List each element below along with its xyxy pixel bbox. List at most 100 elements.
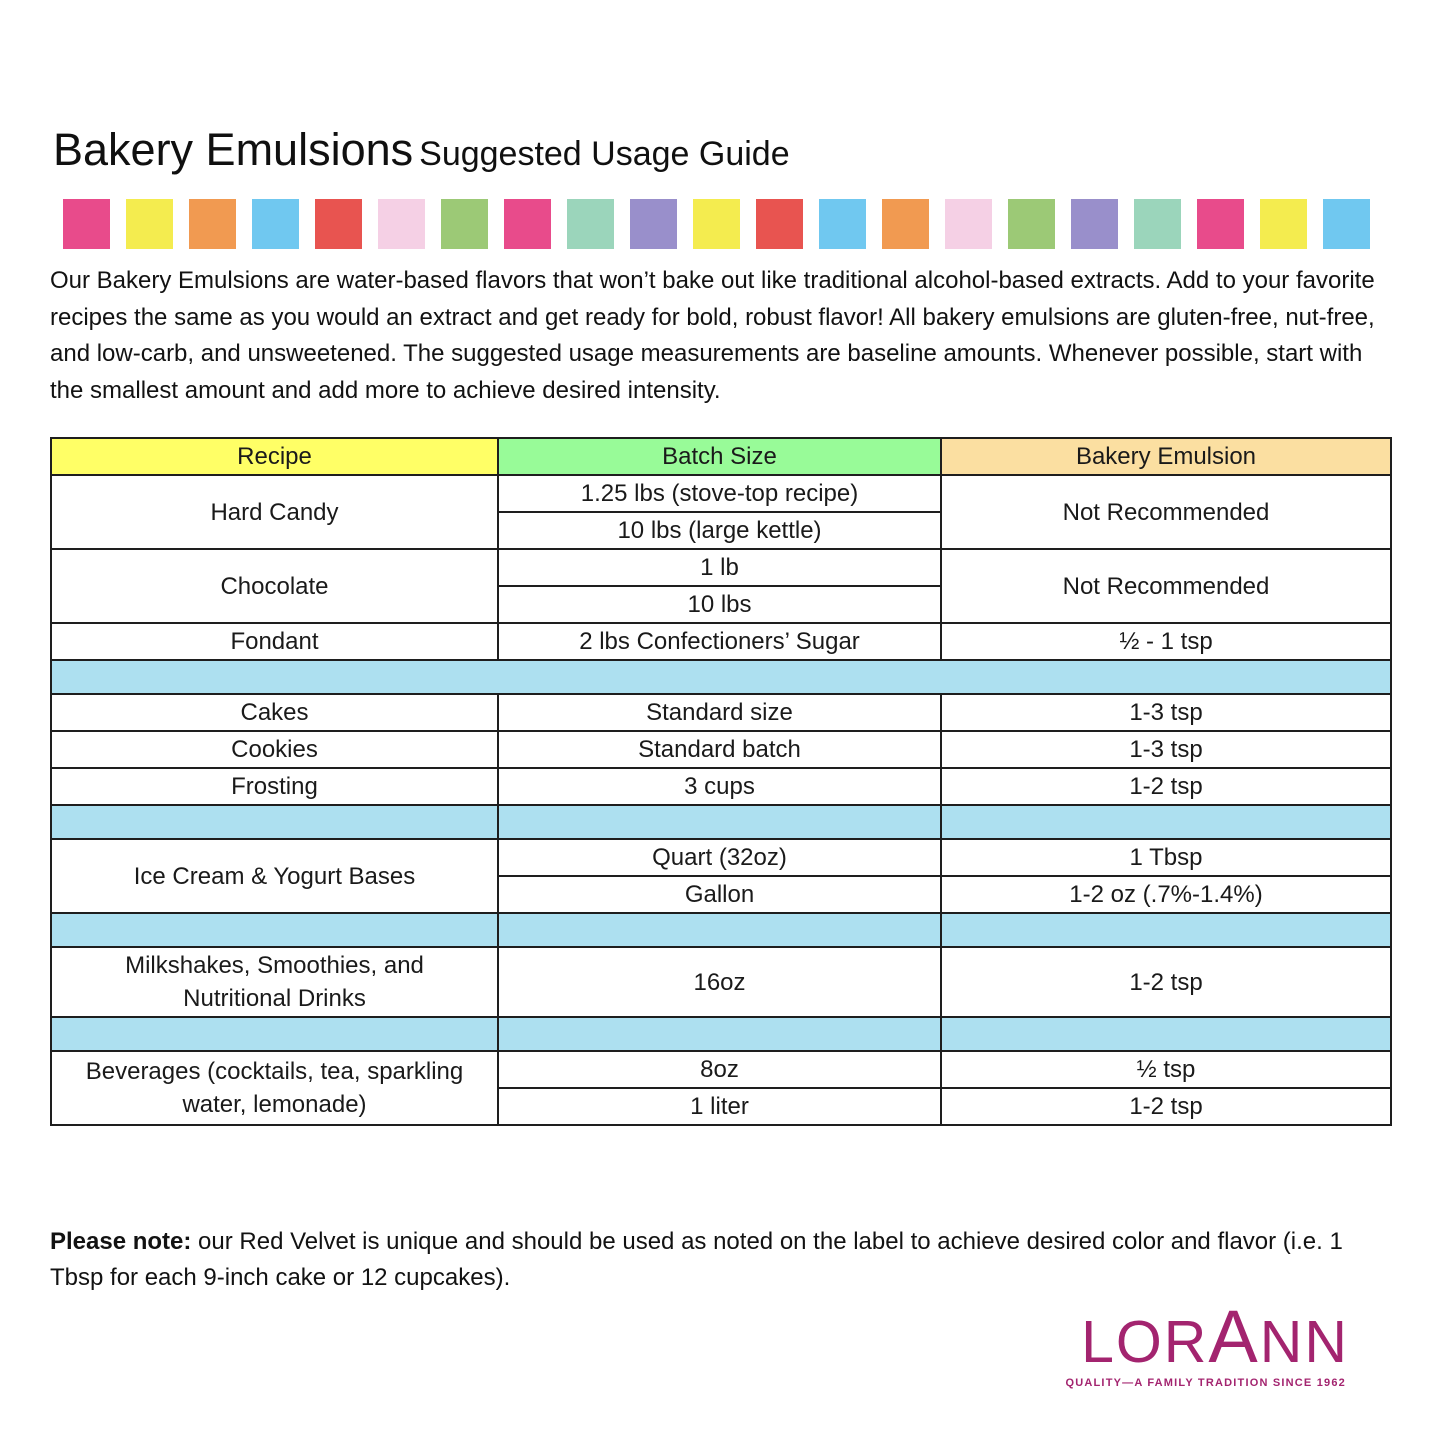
color-swatch (882, 199, 929, 249)
batch-size-cell: 1 lb (497, 548, 942, 587)
color-swatch (945, 199, 992, 249)
color-swatch (1134, 199, 1181, 249)
recipe-cell: Milkshakes, Smoothies, and Nutritional D… (50, 946, 499, 1018)
emulsion-cell-text: 1-2 oz (.7%-1.4%) (1069, 881, 1263, 908)
document-page: Bakery Emulsions Suggested Usage Guide Ou… (50, 122, 1395, 1390)
note: Please note: our Red Velvet is unique an… (50, 1224, 1395, 1296)
batch-size-cell: 1 liter (497, 1087, 942, 1126)
recipe-cell-text: Chocolate (220, 572, 329, 600)
color-swatch (1197, 199, 1244, 249)
batch-size-cell: Standard size (497, 693, 942, 732)
color-swatch (378, 199, 425, 249)
recipe-cell: Cookies (50, 730, 499, 769)
logo-segment: NN (1259, 1309, 1349, 1375)
batch-size-cell: 16oz (497, 946, 942, 1018)
emulsion-cell-text: Not Recommended (1062, 498, 1270, 526)
batch-size-cell-text: 16oz (693, 968, 746, 996)
separator-row (50, 659, 1392, 695)
title-subtitle: Suggested Usage Guide (419, 135, 790, 173)
emulsion-cell-text: ½ tsp (1136, 1056, 1196, 1083)
logo-wordmark: LORANN (50, 1300, 1349, 1375)
recipe-cell: Ice Cream & Yogurt Bases (50, 838, 499, 914)
batch-size-cell-text: 8oz (700, 1056, 739, 1083)
recipe-cell-text: Fondant (230, 628, 319, 655)
color-swatch (441, 199, 488, 249)
batch-size-cell: 2 lbs Confectioners’ Sugar (497, 622, 942, 661)
column-header-bakery-emulsion: Bakery Emulsion (940, 437, 1392, 476)
batch-size-cell-text: Standard size (646, 699, 793, 726)
intro-paragraph: Our Bakery Emulsions are water-based fla… (50, 267, 1375, 404)
emulsion-cell-text: 1-3 tsp (1129, 736, 1203, 763)
separator-cell (497, 912, 942, 948)
emulsion-cell: ½ tsp (940, 1050, 1392, 1089)
recipe-cell: Cakes (50, 693, 499, 732)
emulsion-cell: Not Recommended (940, 548, 1392, 624)
separator-cell (940, 1016, 1392, 1052)
emulsion-cell: Not Recommended (940, 474, 1392, 550)
separator-cell (940, 804, 1392, 840)
lorann-logo: LORANN QUALITY—A FAMILY TRADITION SINCE … (50, 1300, 1349, 1390)
separator-cell (50, 659, 1392, 695)
color-swatch (693, 199, 740, 249)
emulsion-cell-text: 1 Tbsp (1129, 844, 1203, 871)
recipe-cell-text: Hard Candy (210, 498, 339, 526)
emulsion-cell: 1-2 tsp (940, 767, 1392, 806)
separator-row (50, 1016, 1392, 1052)
color-swatch (504, 199, 551, 249)
emulsion-cell-text: Not Recommended (1062, 572, 1270, 600)
emulsion-cell: 1-3 tsp (940, 693, 1392, 732)
page-title: Bakery Emulsions Suggested Usage Guide (53, 122, 1395, 182)
color-swatch (1260, 199, 1307, 249)
recipe-cell-text: Beverages (cocktails, tea, sparkling wat… (85, 1058, 464, 1118)
recipe-cell-text: Ice Cream & Yogurt Bases (133, 862, 416, 890)
recipe-cell: Beverages (cocktails, tea, sparkling wat… (50, 1050, 499, 1126)
batch-size-cell: Standard batch (497, 730, 942, 769)
batch-size-cell-text: 3 cups (684, 773, 755, 800)
column-header-batch-size: Batch Size (497, 437, 942, 476)
emulsion-cell: ½ - 1 tsp (940, 622, 1392, 661)
emulsion-cell-text: 1-2 tsp (1129, 968, 1203, 996)
emulsion-cell: 1-3 tsp (940, 730, 1392, 769)
emulsion-cell-text: 1-2 tsp (1129, 773, 1203, 800)
batch-size-cell-text: Quart (32oz) (652, 844, 787, 871)
color-swatch (63, 199, 110, 249)
emulsion-cell-text: 1-3 tsp (1129, 699, 1203, 726)
recipe-cell: Chocolate (50, 548, 499, 624)
batch-size-cell: 1.25 lbs (stove-top recipe) (497, 474, 942, 513)
batch-size-cell-text: Gallon (684, 881, 755, 908)
usage-table: Recipe Batch Size Bakery Emulsion Hard Can… (50, 437, 1392, 1126)
batch-size-cell: 10 lbs (large kettle) (497, 511, 942, 550)
color-swatch (567, 199, 614, 249)
recipe-cell-text: Cookies (231, 736, 318, 763)
batch-size-cell: 3 cups (497, 767, 942, 806)
batch-size-cell-text: 10 lbs (687, 591, 752, 618)
separator-cell (50, 912, 499, 948)
note-label: Please note: (50, 1228, 192, 1255)
emulsion-cell-text: ½ - 1 tsp (1119, 628, 1213, 655)
separator-cell (497, 804, 942, 840)
batch-size-cell-text: Standard batch (638, 736, 801, 763)
color-swatch (189, 199, 236, 249)
logo-tagline: QUALITY—A FAMILY TRADITION SINCE 1962 (1065, 1377, 1346, 1389)
batch-size-cell: Gallon (497, 875, 942, 914)
color-swatch (1008, 199, 1055, 249)
recipe-cell: Fondant (50, 622, 499, 661)
separator-cell (497, 1016, 942, 1052)
emulsion-cell: 1-2 tsp (940, 946, 1392, 1018)
color-swatch (315, 199, 362, 249)
batch-size-cell-text: 1 lb (700, 554, 739, 581)
note-text: our Red Velvet is unique and should be u… (50, 1228, 1343, 1291)
recipe-cell-text: Frosting (231, 773, 318, 800)
batch-size-cell: 10 lbs (497, 585, 942, 624)
emulsion-cell: 1 Tbsp (940, 838, 1392, 877)
recipe-cell: Frosting (50, 767, 499, 806)
color-swatch (630, 199, 677, 249)
title-main: Bakery Emulsions (53, 124, 414, 175)
color-swatch (756, 199, 803, 249)
recipe-cell: Hard Candy (50, 474, 499, 550)
batch-size-cell-text: 2 lbs Confectioners’ Sugar (579, 628, 860, 655)
recipe-cell-text: Milkshakes, Smoothies, and Nutritional D… (125, 952, 424, 1012)
color-swatch (126, 199, 173, 249)
logo-segment: LOR (1081, 1309, 1209, 1375)
recipe-cell-text: Cakes (240, 699, 309, 726)
